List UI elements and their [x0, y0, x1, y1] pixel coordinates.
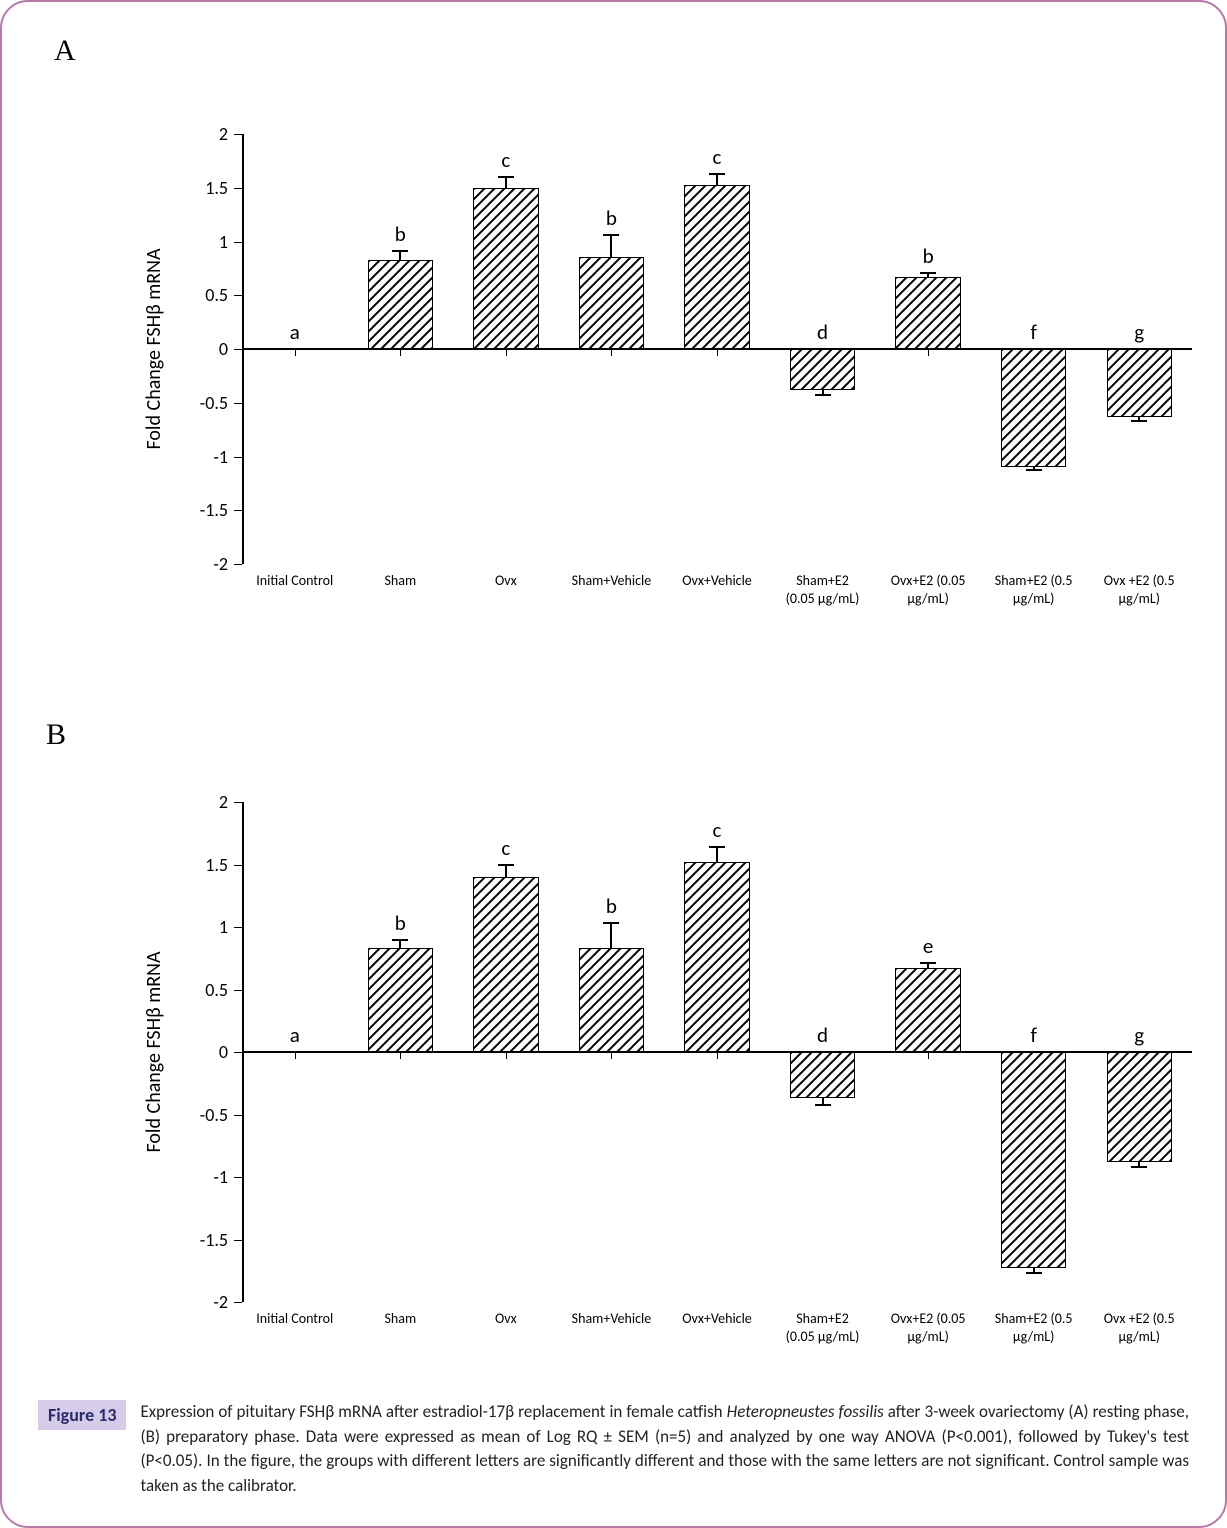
y-tick-label: -1.5	[168, 499, 228, 521]
bar-letter: b	[923, 243, 934, 269]
y-tick-label: 1.5	[168, 854, 228, 876]
panel-label-a: A	[54, 34, 76, 68]
chart-a: 21.510.50-0.5-1-1.5-2aInitial ControlbSh…	[126, 134, 1192, 636]
y-axis-label: Fold Change FSHβ mRNA	[142, 951, 166, 1152]
chart-bar	[790, 349, 855, 390]
x-category-label: Ovx+Vehicle	[659, 572, 775, 590]
chart-bar	[1001, 1052, 1066, 1268]
y-tick-label: 0	[168, 338, 228, 360]
chart-bar	[368, 260, 433, 349]
chart-bar	[473, 188, 538, 349]
x-category-label: Ovx +E2 (0.5µg/mL)	[1081, 1310, 1197, 1345]
y-tick-label: -1	[168, 446, 228, 468]
x-category-label: Sham	[343, 572, 459, 590]
bar-letter: f	[1030, 319, 1036, 345]
x-category-label: Sham+Vehicle	[554, 572, 670, 590]
figure-frame: A B 2 1.5 1 0.5 0 -0.5 -1 -1.5 -2 a Initial Contro…	[0, 0, 1227, 1528]
bar-letter: a	[290, 319, 300, 345]
x-category-label: Initial Control	[237, 572, 353, 590]
bar-letter: b	[395, 910, 406, 936]
x-category-label: Ovx+E2 (0.05µg/mL)	[870, 572, 986, 607]
y-tick-label: 0.5	[168, 979, 228, 1001]
chart-b: 21.510.50-0.5-1-1.5-2aInitial ControlbSh…	[126, 802, 1192, 1374]
bar-letter: d	[817, 1022, 828, 1048]
x-category-label: Sham+E2 (0.5µg/mL)	[976, 1310, 1092, 1345]
y-tick-label: -0.5	[168, 392, 228, 414]
x-category-label: Sham+E2 (0.5µg/mL)	[976, 572, 1092, 607]
y-tick-label: 0	[168, 1041, 228, 1063]
x-category-label: Ovx	[448, 1310, 564, 1328]
chart-bar	[1001, 349, 1066, 467]
chart-bar	[579, 257, 644, 349]
y-tick-label: 1.5	[168, 177, 228, 199]
chart-bar	[895, 277, 960, 349]
x-category-label: Ovx +E2 (0.5µg/mL)	[1081, 572, 1197, 607]
x-category-label: Sham+Vehicle	[554, 1310, 670, 1328]
chart-bar	[1107, 349, 1172, 417]
figure-badge: Figure 13	[38, 1400, 126, 1430]
bar-letter: g	[1134, 1022, 1144, 1048]
bar-letter: e	[923, 933, 933, 959]
chart-bar	[579, 948, 644, 1052]
x-category-label: Ovx+Vehicle	[659, 1310, 775, 1328]
x-category-label: Sham	[343, 1310, 459, 1328]
bar-letter: b	[606, 205, 617, 231]
bar-letter: g	[1134, 319, 1144, 345]
panel-label-b: B	[46, 718, 66, 752]
y-tick-label: 2	[168, 791, 228, 813]
y-tick-label: 2	[168, 123, 228, 145]
figure-caption: Expression of pituitary FSHβ mRNA after …	[140, 1400, 1189, 1499]
y-tick-label: -2	[168, 553, 228, 575]
bar-letter: b	[606, 893, 617, 919]
caption-row: Figure 13 Expression of pituitary FSHβ m…	[38, 1400, 1189, 1499]
y-tick-label: 0.5	[168, 284, 228, 306]
y-tick-label: 1	[168, 916, 228, 938]
bar-letter: d	[817, 319, 828, 345]
x-category-label: Ovx+E2 (0.05µg/mL)	[870, 1310, 986, 1345]
chart-bar	[684, 862, 749, 1052]
chart-bar	[790, 1052, 855, 1098]
chart-bar	[1107, 1052, 1172, 1162]
y-tick-label: -2	[168, 1291, 228, 1313]
y-axis-label: Fold Change FSHβ mRNA	[142, 248, 166, 449]
bar-letter: a	[290, 1022, 300, 1048]
chart-bar	[684, 185, 749, 349]
bar-letter: c	[713, 144, 722, 170]
bar-letter: f	[1030, 1022, 1036, 1048]
x-category-label: Initial Control	[237, 1310, 353, 1328]
y-tick-label: -0.5	[168, 1104, 228, 1126]
x-category-label: Sham+E2(0.05 µg/mL)	[765, 572, 881, 607]
x-category-label: Ovx	[448, 572, 564, 590]
chart-bar	[368, 948, 433, 1052]
bar-letter: b	[395, 221, 406, 247]
chart-bar	[473, 877, 538, 1052]
y-tick-label: -1	[168, 1166, 228, 1188]
y-tick-label: -1.5	[168, 1229, 228, 1251]
x-category-label: Sham+E2(0.05 µg/mL)	[765, 1310, 881, 1345]
bar-letter: c	[501, 147, 510, 173]
chart-bar	[895, 968, 960, 1052]
y-tick-label: 1	[168, 231, 228, 253]
bar-letter: c	[713, 817, 722, 843]
bar-letter: c	[501, 835, 510, 861]
